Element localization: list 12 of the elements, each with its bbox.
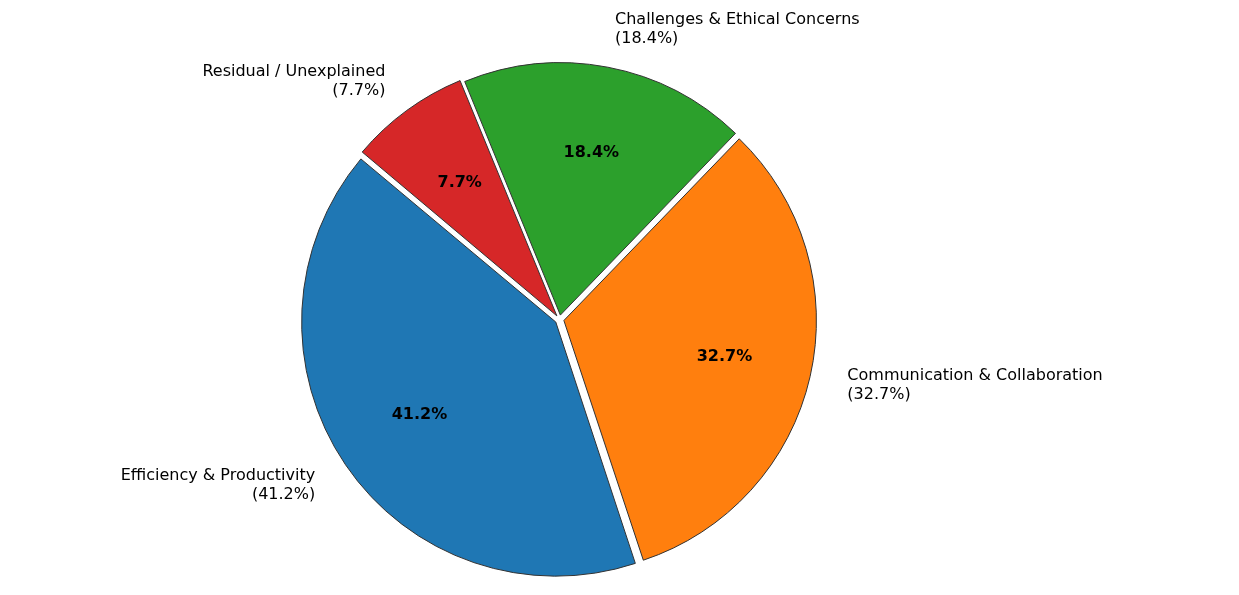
- text: (32.7%): [847, 383, 911, 403]
- text: (7.7%): [332, 79, 386, 99]
- slice-label: Efficiency & Productivity: [120, 464, 316, 484]
- slice-label: Residual / Unexplained: [202, 60, 386, 80]
- text: (41.2%): [251, 483, 316, 503]
- text: (18.4%): [615, 28, 679, 48]
- slice-label: Challenges & Ethical Concerns: [615, 9, 860, 29]
- slice-label: Communication & Collaboration: [847, 364, 1103, 384]
- data-label: 32.7%: [696, 346, 753, 366]
- data-label: 7.7%: [437, 172, 482, 192]
- data-label: 41.2%: [391, 403, 448, 423]
- data-label: 18.4%: [563, 142, 620, 162]
